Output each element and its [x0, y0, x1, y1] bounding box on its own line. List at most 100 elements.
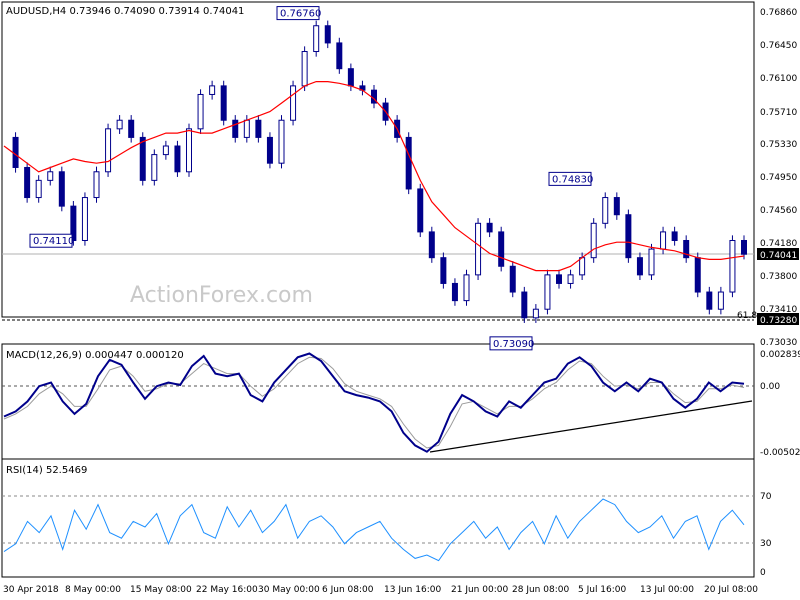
- candle-body-60: [694, 257, 701, 293]
- moving-average-line: [3, 80, 745, 272]
- candle-body-3: [35, 179, 42, 199]
- y-tick-price-1: 0.76450: [760, 41, 797, 51]
- y-tick-rsi-0: 70: [760, 492, 772, 502]
- candle-body-52: [602, 197, 609, 224]
- candle-body-29: [336, 42, 343, 70]
- candle-body-2: [24, 166, 31, 199]
- price-candles-group: [12, 20, 747, 323]
- candle-body-9: [105, 128, 112, 173]
- candle-body-35: [405, 136, 412, 190]
- rsi-header: RSI(14) 52.5469: [6, 465, 87, 476]
- candle-body-14: [162, 145, 169, 156]
- candle-body-20: [232, 119, 239, 138]
- candle-body-49: [567, 274, 574, 284]
- candle-body-36: [417, 188, 424, 233]
- candle-body-12: [139, 136, 146, 181]
- candle-body-46: [532, 308, 539, 319]
- moving-average-group: [3, 80, 745, 272]
- candle-body-7: [81, 197, 88, 241]
- candle-body-26: [301, 51, 308, 87]
- x-tick-7: 21 Jun 00:00: [451, 585, 508, 595]
- candle-body-37: [428, 231, 435, 259]
- candle-body-63: [729, 239, 736, 293]
- rsi-lines-group: [3, 498, 745, 562]
- y-tick-macd-0: 0.002839: [760, 350, 800, 360]
- x-tick-10: 13 Jul 00:00: [640, 585, 694, 595]
- candle-body-13: [151, 154, 158, 181]
- candle-body-30: [347, 68, 354, 87]
- candle-body-64: [741, 239, 747, 255]
- price-header: AUDUSD,H4 0.73946 0.74090 0.73914 0.7404…: [6, 6, 244, 17]
- annotation-label-1: 0.74830: [552, 174, 593, 185]
- candle-body-58: [671, 231, 678, 241]
- candle-body-1: [12, 136, 19, 168]
- y-tick-price-3: 0.75710: [760, 108, 797, 118]
- candle-body-47: [544, 274, 551, 310]
- price-annotations-group: 0.76760 0.74830 0.74110 0.73090: [29, 6, 593, 351]
- y-tick-price-5: 0.74950: [760, 173, 797, 183]
- rsi-panel-frame: [1, 458, 755, 578]
- candle-body-5: [58, 171, 65, 207]
- candle-body-42: [486, 222, 493, 233]
- candle-body-16: [186, 128, 192, 173]
- candle-body-50: [579, 257, 586, 276]
- y-tick-rsi-2: 0: [760, 568, 766, 578]
- x-tick-6: 13 Jun 16:00: [384, 585, 441, 595]
- y-tick-price-7: 0.74180: [760, 239, 797, 249]
- x-tick-9: 5 Jul 16:00: [578, 585, 627, 595]
- candle-body-10: [116, 119, 123, 130]
- signal-line: [3, 356, 745, 449]
- annotation-label-2: 0.74110: [33, 236, 74, 247]
- x-tick-11: 20 Jul 08:00: [704, 585, 758, 595]
- macd-trendline: [429, 400, 753, 453]
- candle-body-25: [290, 85, 297, 121]
- candle-body-43: [498, 231, 505, 267]
- fib-label: 61.8: [737, 311, 757, 321]
- candle-body-56: [648, 248, 655, 276]
- y-tick-macd-2: -0.005021: [760, 448, 800, 458]
- candle-body-40: [463, 274, 470, 302]
- y-tick-rsi-1: 30: [760, 539, 772, 549]
- x-tick-3: 22 May 16:00: [196, 585, 258, 595]
- candle-body-51: [590, 222, 597, 259]
- macd-header: MACD(12,26,9) 0.000447 0.000120: [6, 350, 184, 361]
- candle-body-23: [266, 136, 273, 164]
- y-tick-price-9: 0.73410: [760, 305, 797, 315]
- candle-body-21: [243, 119, 250, 138]
- candle-body-11: [128, 119, 135, 138]
- x-tick-2: 15 May 08:00: [130, 585, 192, 595]
- annotation-box-2: [29, 233, 73, 248]
- candle-body-53: [613, 197, 620, 216]
- annotation-box-1: [548, 171, 592, 186]
- macd-lines-group: [3, 352, 745, 453]
- support-price-box: [757, 313, 799, 325]
- y-tick-price-0: 0.76860: [760, 8, 797, 18]
- candle-body-18: [209, 85, 216, 95]
- candle-body-17: [197, 93, 204, 130]
- annotation-box-3: [489, 336, 533, 351]
- candle-body-15: [174, 145, 181, 173]
- candle-body-44: [509, 265, 516, 293]
- annotation-label-3: 0.73090: [493, 339, 534, 350]
- annotation-label-0: 0.76760: [280, 9, 321, 20]
- price-panel-frame: [1, 1, 755, 318]
- watermark: ActionForex.com: [130, 283, 313, 308]
- candle-body-28: [324, 25, 331, 44]
- candle-body-54: [625, 214, 632, 259]
- candle-body-45: [521, 291, 528, 319]
- candle-body-4: [47, 171, 54, 181]
- candle-body-38: [440, 257, 447, 284]
- x-tick-0: 30 Apr 2018: [3, 585, 59, 595]
- candle-body-39: [451, 282, 458, 302]
- candle-body-24: [278, 119, 285, 164]
- x-tick-4: 30 May 00:00: [258, 585, 320, 595]
- current-price-label: 0.74041: [760, 251, 797, 261]
- y-tick-price-8: 0.73800: [760, 272, 797, 282]
- y-tick-macd-1: 0.00: [760, 382, 780, 392]
- candle-body-27: [313, 25, 320, 53]
- candle-body-6: [70, 205, 77, 241]
- x-tick-8: 28 Jun 08:00: [512, 585, 569, 595]
- x-tick-5: 6 Jun 08:00: [322, 585, 374, 595]
- macd-line: [3, 352, 745, 453]
